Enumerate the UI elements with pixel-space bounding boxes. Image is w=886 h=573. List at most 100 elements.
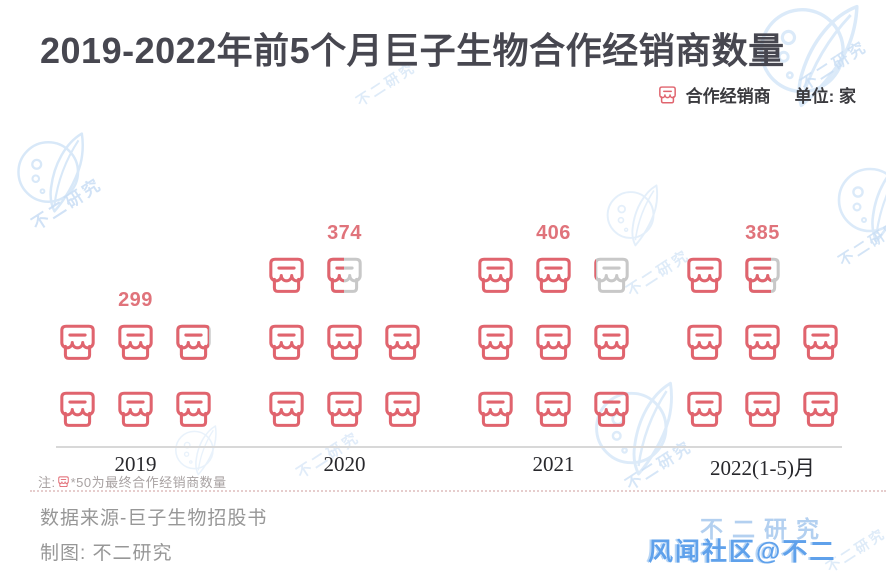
storefront-icon <box>56 387 99 430</box>
storefront-icon <box>590 387 633 430</box>
storefront-icon <box>114 320 157 363</box>
pictogram-group: 385 <box>683 222 842 430</box>
storefront-icon <box>265 253 308 296</box>
storefront-icon <box>590 320 633 363</box>
icon-row <box>265 387 424 430</box>
icon-row <box>56 320 215 363</box>
icon-rows <box>474 253 633 430</box>
x-axis-label: 2022(1-5)月 <box>710 456 815 480</box>
storefront-icon <box>532 320 575 363</box>
storefront-icon-fill <box>799 320 842 363</box>
brand-name: 不二研究 <box>700 516 828 542</box>
storefront-icon <box>683 387 726 430</box>
storefront-icon <box>265 387 308 430</box>
value-label: 374 <box>327 222 362 244</box>
icon-row <box>474 320 633 363</box>
icon-rows <box>265 253 424 430</box>
value-label: 406 <box>536 222 571 244</box>
storefront-icon-fill <box>683 320 726 363</box>
storefront-icon-fill <box>683 253 726 296</box>
storefront-icon <box>590 253 633 296</box>
icon-row <box>56 387 215 430</box>
x-axis-labels: 2019 2020 2021 2022(1-5)月 <box>56 452 842 482</box>
storefront-icon-fill <box>323 253 344 296</box>
footnote-text: *50为最终合作经销商数量 <box>70 475 227 490</box>
storefront-icon-fill <box>741 320 784 363</box>
storefront-icon <box>799 387 842 430</box>
storefront-icon <box>683 253 726 296</box>
storefront-icon-fill <box>323 387 366 430</box>
storefront-icon <box>741 253 784 296</box>
storefront-icon-remainder <box>590 253 633 296</box>
storefront-icon <box>323 387 366 430</box>
storefront-icon <box>323 320 366 363</box>
storefront-icon <box>323 253 366 296</box>
storefront-icon <box>57 475 70 488</box>
icon-row <box>265 253 424 296</box>
storefront-icon-fill <box>381 387 424 430</box>
icon-row <box>265 320 424 363</box>
pictogram-chart: 299 374 406 385 <box>56 190 842 430</box>
storefront-icon <box>381 387 424 430</box>
storefront-icon <box>657 84 678 105</box>
storefront-icon-fill <box>265 320 308 363</box>
storefront-icon <box>474 253 517 296</box>
value-label: 385 <box>745 222 780 244</box>
storefront-icon-fill <box>265 253 308 296</box>
storefront-icon-fill <box>532 253 575 296</box>
storefront-icon-fill <box>532 387 575 430</box>
x-axis-label: 2020 <box>323 452 366 476</box>
storefront-icon-fill <box>172 320 209 363</box>
storefront-icon-fill <box>474 320 517 363</box>
storefront-icon-fill <box>172 387 215 430</box>
storefront-icon <box>172 320 215 363</box>
storefront-icon-fill <box>590 320 633 363</box>
pictogram-group: 299 <box>56 289 215 430</box>
icon-rows <box>683 253 842 430</box>
storefront-icon <box>474 387 517 430</box>
pictogram-group: 374 <box>265 222 424 430</box>
storefront-icon <box>799 320 842 363</box>
storefront-icon-fill <box>381 320 424 363</box>
storefront-icon-fill <box>265 387 308 430</box>
community-stamp: 风闻社区@不二 <box>648 538 837 566</box>
data-source: 数据来源-巨子生物招股书 <box>40 508 268 529</box>
storefront-icon <box>532 387 575 430</box>
storefront-icon-fill <box>532 320 575 363</box>
storefront-icon-fill <box>741 253 771 296</box>
footnote-prefix: 注: <box>38 475 56 490</box>
legend-label: 合作经销商 <box>685 87 771 106</box>
storefront-icon-fill <box>323 320 366 363</box>
value-label: 299 <box>118 289 153 311</box>
storefront-icon-fill <box>590 387 633 430</box>
icon-row <box>474 387 633 430</box>
pictogram-group: 406 <box>474 222 633 430</box>
storefront-icon <box>741 387 784 430</box>
x-axis-label: 2021 <box>532 452 575 476</box>
icon-row <box>683 320 842 363</box>
page-title: 2019-2022年前5个月巨子生物合作经销商数量 <box>40 30 785 71</box>
credit: 制图: 不二研究 <box>40 543 173 564</box>
storefront-icon <box>381 320 424 363</box>
icon-row <box>683 253 842 296</box>
storefront-icon-fill <box>474 387 517 430</box>
storefront-icon-fill <box>56 387 99 430</box>
dashed-separator <box>30 490 886 492</box>
storefront-icon <box>741 320 784 363</box>
storefront-icon <box>683 320 726 363</box>
storefront-icon-fill <box>590 253 596 296</box>
storefront-icon-fill <box>799 387 842 430</box>
storefront-icon <box>532 253 575 296</box>
legend-unit: 单位: 家 <box>794 87 856 106</box>
storefront-icon-fill <box>741 387 784 430</box>
storefront-icon-fill <box>56 320 99 363</box>
storefront-icon <box>114 387 157 430</box>
footnote: 注: *50为最终合作经销商数量 <box>38 472 227 491</box>
storefront-icon <box>172 387 215 430</box>
storefront-icon <box>474 320 517 363</box>
icon-row <box>683 387 842 430</box>
icon-row <box>474 253 633 296</box>
storefront-icon-fill <box>683 387 726 430</box>
storefront-icon-fill <box>114 387 157 430</box>
